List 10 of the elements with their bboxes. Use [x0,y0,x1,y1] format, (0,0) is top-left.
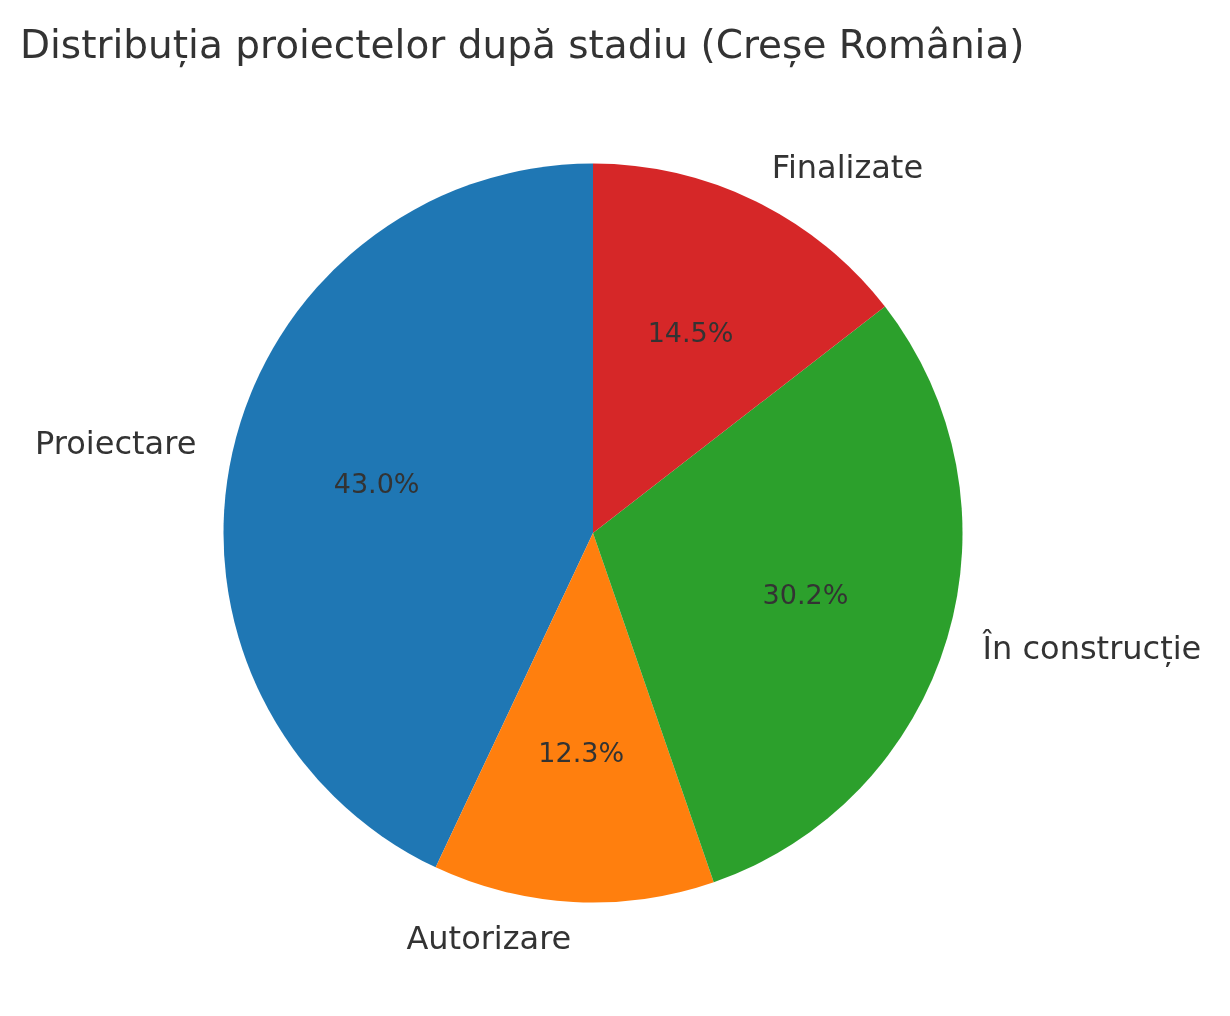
data-label: 43.0% [333,467,420,499]
slice-label: În construcție [981,628,1202,667]
chart-title: Distribuția proiectelor după stadiu (Creșe România) [20,22,1025,68]
data-label: 14.5% [647,316,734,348]
slice-label: Finalizate [771,148,924,186]
data-label: 30.2% [762,579,849,611]
slice-label: Proiectare [35,424,197,463]
slice-label: Autorizare [406,918,572,957]
pie-slice [435,533,714,902]
data-label: 12.3% [538,737,625,769]
